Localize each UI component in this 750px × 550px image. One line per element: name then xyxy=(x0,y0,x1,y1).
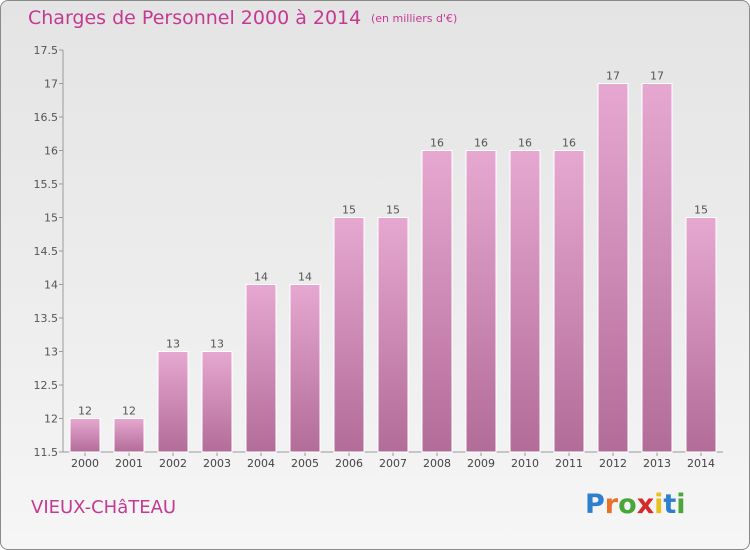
data-label: 17 xyxy=(606,70,620,83)
data-label: 17 xyxy=(650,70,664,83)
y-tick-label: 17.5 xyxy=(34,44,59,57)
x-tick-label: 2009 xyxy=(467,457,495,470)
data-label: 14 xyxy=(298,271,312,284)
x-tick-label: 2014 xyxy=(687,457,715,470)
bar xyxy=(641,83,673,453)
logo-letter: r xyxy=(604,489,619,520)
bar xyxy=(333,217,365,453)
data-label: 14 xyxy=(254,271,268,284)
data-label: 12 xyxy=(122,405,136,418)
x-tick-label: 2002 xyxy=(159,457,187,470)
x-tick-label: 2000 xyxy=(71,457,99,470)
logo-letter: o xyxy=(618,489,637,520)
data-label: 15 xyxy=(342,204,356,217)
y-tick-label: 12 xyxy=(44,413,58,426)
y-tick-label: 12.5 xyxy=(34,379,59,392)
x-tick-label: 2003 xyxy=(203,457,231,470)
bar xyxy=(289,284,321,453)
chart-bars: 12 12 13 13 14 14 15 15 16 16 16 16 17 17 15 xyxy=(69,70,717,453)
x-tick-label: 2008 xyxy=(423,457,451,470)
bar xyxy=(465,150,497,453)
data-label: 15 xyxy=(386,204,400,217)
bar xyxy=(553,150,585,453)
bar xyxy=(685,217,717,453)
proxiti-logo: Proxiti xyxy=(585,489,686,520)
y-tick-label: 14 xyxy=(44,279,58,292)
bar xyxy=(245,284,277,453)
logo-letter: P xyxy=(585,489,605,520)
y-tick-label: 16.5 xyxy=(34,111,59,124)
data-label: 16 xyxy=(562,137,576,150)
bar xyxy=(69,418,101,453)
bar xyxy=(597,83,629,453)
y-tick-label: 17 xyxy=(44,78,58,91)
logo-letter: i xyxy=(654,489,664,520)
x-tick-label: 2005 xyxy=(291,457,319,470)
bar xyxy=(113,418,145,453)
y-tick-label: 11.5 xyxy=(34,446,59,459)
data-label: 16 xyxy=(474,137,488,150)
x-tick-label: 2007 xyxy=(379,457,407,470)
chart-title: Charges de Personnel 2000 à 2014 xyxy=(28,7,362,29)
y-tick-label: 14.5 xyxy=(34,245,59,258)
logo-letter: x xyxy=(636,489,655,520)
x-tick-label: 2006 xyxy=(335,457,363,470)
x-tick-label: 2012 xyxy=(599,457,627,470)
data-label: 15 xyxy=(694,204,708,217)
x-tick-label: 2001 xyxy=(115,457,143,470)
data-label: 16 xyxy=(518,137,532,150)
y-tick-label: 16 xyxy=(44,145,58,158)
data-label: 13 xyxy=(166,338,180,351)
logo-letter: i xyxy=(676,489,686,520)
data-label: 16 xyxy=(430,137,444,150)
x-tick-label: 2010 xyxy=(511,457,539,470)
x-tick-label: 2013 xyxy=(643,457,671,470)
data-label: 13 xyxy=(210,338,224,351)
bar xyxy=(421,150,453,453)
chart-subtitle: (en milliers d'€) xyxy=(371,12,458,25)
y-tick-label: 15 xyxy=(44,212,58,225)
bar xyxy=(377,217,409,453)
x-tick-label: 2011 xyxy=(555,457,583,470)
data-label: 12 xyxy=(78,405,92,418)
logo-letter: t xyxy=(663,489,677,520)
town-name: VIEUX-CHâTEAU xyxy=(31,497,177,518)
bar xyxy=(509,150,541,453)
bar xyxy=(157,351,189,453)
y-tick-label: 13 xyxy=(44,346,58,359)
y-tick-label: 13.5 xyxy=(34,312,59,325)
bar xyxy=(201,351,233,453)
y-tick-label: 15.5 xyxy=(34,178,59,191)
x-tick-label: 2004 xyxy=(247,457,275,470)
